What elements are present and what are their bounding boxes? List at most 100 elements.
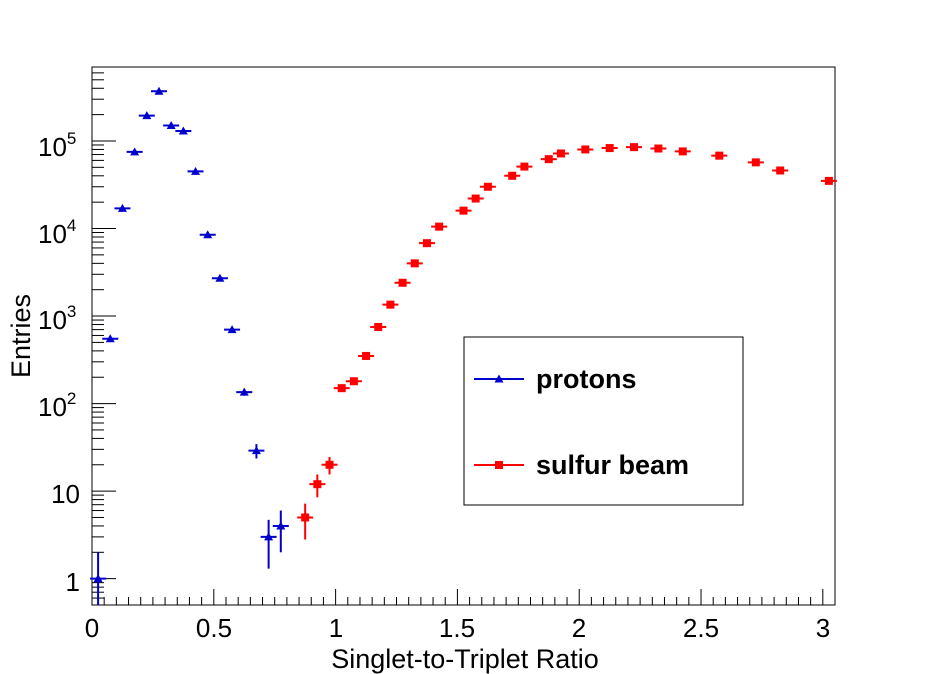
data-point-protons-10: [211, 273, 228, 282]
marker-triangle: [215, 273, 225, 282]
marker-square: [459, 206, 468, 215]
marker-square: [398, 278, 407, 287]
data-point-sulfur-beam-22: [650, 144, 667, 153]
data-point-protons-2: [114, 203, 131, 212]
data-point-sulfur-beam-17: [540, 155, 557, 164]
marker-square: [605, 144, 614, 153]
marker-square: [337, 384, 346, 393]
marker-square: [776, 166, 785, 175]
y-axis-tick-labels: 1 10 102 103 104 105: [38, 129, 80, 597]
x-tick-label-2.5: 2.5: [683, 613, 719, 643]
data-point-sulfur-beam-13: [467, 194, 484, 203]
marker-triangle: [239, 387, 249, 396]
y-tick-label-1e5: 105: [38, 129, 76, 162]
marker-square: [715, 151, 724, 160]
legend-box: [463, 336, 744, 506]
marker-triangle: [105, 334, 115, 343]
marker-triangle: [227, 325, 237, 334]
data-point-sulfur-beam-2: [321, 457, 338, 475]
y-axis-ticks: [92, 66, 116, 606]
marker-triangle: [178, 126, 188, 135]
marker-triangle: [276, 521, 286, 530]
y-tick-label-10: 10: [51, 479, 80, 509]
marker-square: [471, 194, 480, 203]
marker-square: [325, 460, 334, 469]
marker-triangle: [264, 532, 274, 541]
data-point-sulfur-beam-3: [333, 384, 350, 393]
marker-triangle: [93, 574, 103, 583]
legend-marker-sulfur-beam: [495, 461, 503, 469]
data-point-sulfur-beam-21: [626, 143, 643, 152]
marker-square: [483, 182, 492, 191]
marker-square: [349, 377, 358, 386]
data-point-sulfur-beam-18: [552, 149, 569, 158]
data-point-protons-4: [138, 111, 155, 120]
x-tick-label-1.5: 1.5: [439, 613, 475, 643]
marker-square: [435, 222, 444, 231]
series-sulfur-beam: [297, 143, 837, 540]
marker-square: [520, 162, 529, 171]
marker-square: [581, 145, 590, 154]
data-point-sulfur-beam-24: [711, 151, 728, 160]
legend-label-protons: protons: [536, 364, 637, 394]
data-point-protons-3: [126, 147, 143, 156]
marker-square: [751, 158, 760, 167]
data-point-protons-11: [224, 325, 241, 334]
plot-frame: [91, 66, 836, 606]
x-tick-label-2: 2: [572, 613, 586, 643]
marker-triangle: [117, 203, 127, 212]
data-point-sulfur-beam-10: [418, 239, 435, 248]
marker-square: [410, 259, 419, 268]
data-point-protons-1: [102, 334, 119, 343]
data-point-sulfur-beam-9: [406, 259, 423, 268]
data-point-sulfur-beam-5: [358, 351, 375, 360]
data-point-sulfur-beam-4: [345, 377, 362, 386]
data-point-protons-14: [260, 519, 277, 569]
data-point-sulfur-beam-6: [370, 322, 387, 331]
data-point-sulfur-beam-25: [747, 158, 764, 167]
data-point-protons-8: [187, 166, 204, 175]
series-protons: [90, 86, 289, 605]
y-tick-label-1e2: 102: [38, 389, 76, 422]
marker-square: [313, 480, 322, 489]
data-point-sulfur-beam-23: [674, 147, 691, 156]
data-point-sulfur-beam-27: [820, 176, 837, 185]
legend-label-sulfur-beam: sulfur beam: [536, 450, 689, 480]
data-point-sulfur-beam-26: [772, 166, 789, 175]
data-point-protons-7: [175, 126, 192, 135]
data-point-sulfur-beam-20: [601, 144, 618, 153]
marker-square: [508, 171, 517, 180]
marker-square: [630, 143, 639, 152]
legend: protons sulfur beam: [463, 336, 744, 506]
data-point-sulfur-beam-15: [504, 171, 521, 180]
data-point-sulfur-beam-11: [431, 222, 448, 231]
marker-square: [422, 239, 431, 248]
data-point-sulfur-beam-8: [394, 278, 411, 287]
y-tick-label-1e4: 104: [38, 216, 76, 249]
x-axis-tick-labels: 0 0.5 1 1.5 2 2.5 3: [85, 613, 830, 643]
marker-square: [678, 147, 687, 156]
data-point-sulfur-beam-19: [577, 145, 594, 154]
x-tick-label-1: 1: [329, 613, 343, 643]
marker-square: [824, 176, 833, 185]
marker-triangle: [130, 147, 140, 156]
data-point-protons-5: [150, 86, 167, 95]
x-tick-label-0.5: 0.5: [196, 613, 232, 643]
x-axis-ticks: [91, 589, 824, 605]
x-axis-title: Singlet-to-Triplet Ratio: [331, 644, 599, 674]
data-point-protons-6: [163, 121, 180, 130]
data-point-sulfur-beam-7: [382, 300, 399, 309]
y-tick-label-1e3: 103: [38, 302, 76, 335]
data-point-sulfur-beam-12: [455, 206, 472, 215]
marker-square: [301, 513, 310, 522]
marker-square: [556, 149, 565, 158]
data-point-sulfur-beam-1: [309, 474, 326, 498]
data-point-sulfur-beam-16: [516, 162, 533, 171]
marker-square: [386, 300, 395, 309]
plot-area: [91, 66, 836, 606]
marker-triangle: [166, 121, 176, 130]
marker-square: [362, 351, 371, 360]
marker-triangle: [142, 111, 152, 120]
x-tick-label-0: 0: [85, 613, 99, 643]
